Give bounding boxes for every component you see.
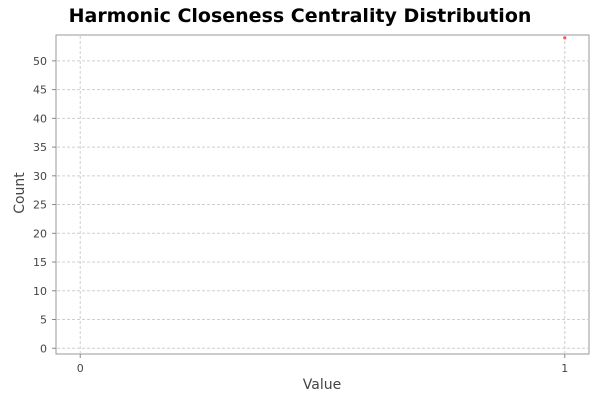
x-axis-label: Value	[303, 377, 341, 393]
grid-layer	[57, 36, 588, 353]
y-tick-label: 25	[33, 199, 47, 212]
y-tick-label: 45	[33, 84, 47, 97]
y-tick-label: 40	[33, 112, 47, 125]
y-tick-label: 30	[33, 170, 47, 183]
data-point	[563, 36, 567, 40]
y-tick-label: 5	[40, 314, 47, 327]
y-tick-label: 35	[33, 141, 47, 154]
y-axis-label: Count	[12, 172, 28, 214]
plot-area-frame	[55, 34, 590, 355]
data-points	[563, 36, 567, 40]
y-tick-label: 20	[33, 227, 47, 240]
chart-title: Harmonic Closeness Centrality Distributi…	[69, 5, 532, 27]
y-tick-label: 0	[40, 342, 47, 355]
y-axis-ticks: 0 5 10 15 20 25 30 35 40 45 50	[33, 55, 56, 355]
y-tick-label: 10	[33, 285, 47, 298]
x-tick-label: 1	[561, 362, 568, 375]
x-tick-label: 0	[77, 362, 84, 375]
y-tick-label: 15	[33, 256, 47, 269]
y-tick-label: 50	[33, 55, 47, 68]
